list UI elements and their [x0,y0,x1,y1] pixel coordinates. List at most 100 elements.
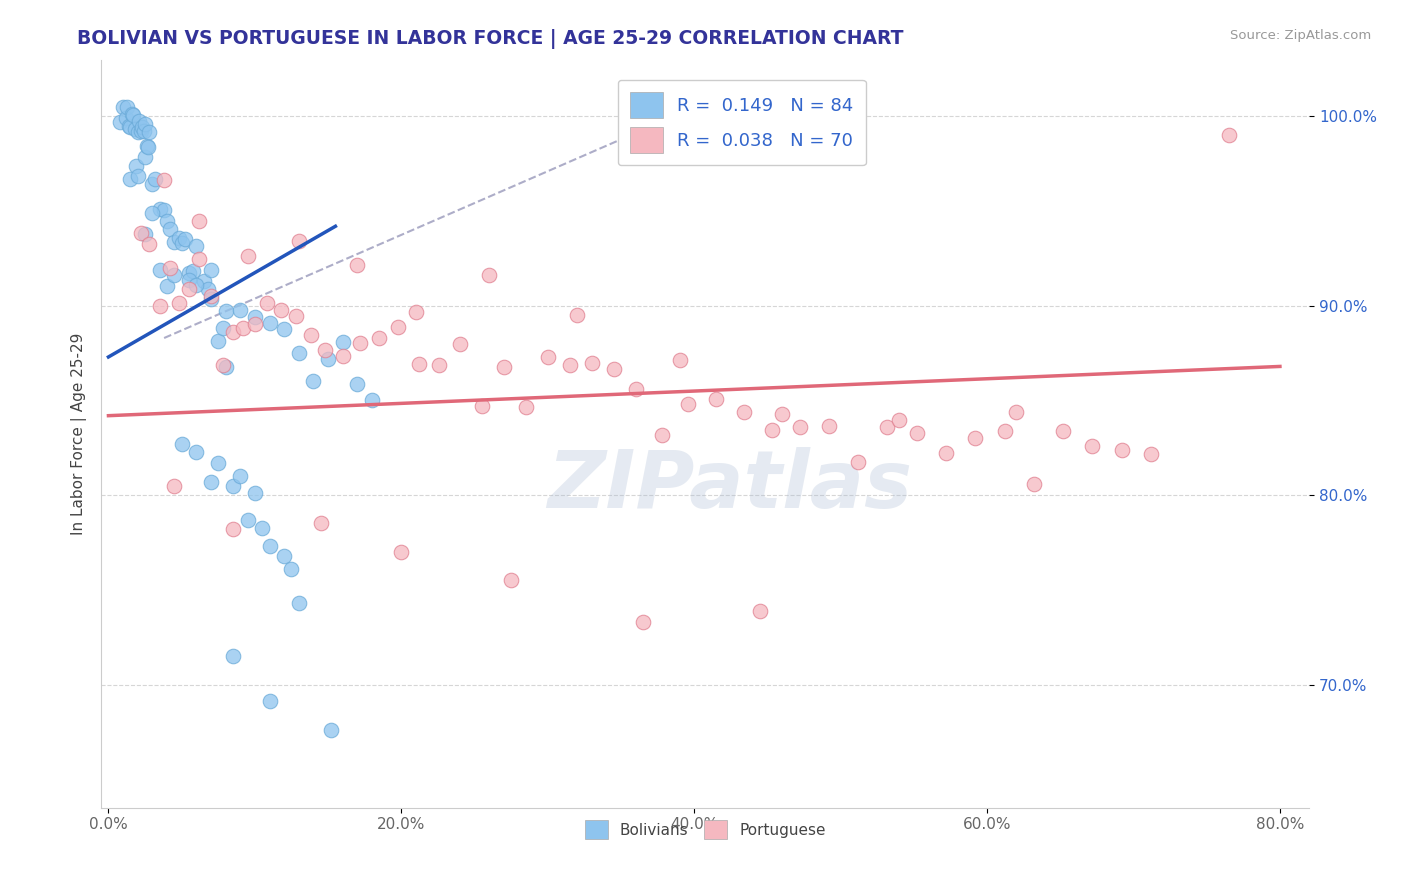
Point [1218,128,1240,142]
Point [1005,405,1028,419]
Point [319,723,342,737]
Point [177,282,200,296]
Point [167,296,190,310]
Point [1022,477,1045,491]
Point [346,258,368,272]
Point [222,479,245,493]
Point [159,222,181,236]
Point [143,171,166,186]
Point [122,108,145,122]
Point [332,349,354,363]
Point [131,120,153,134]
Point [167,231,190,245]
Point [200,263,222,277]
Point [124,122,146,136]
Point [273,549,295,563]
Point [186,444,208,458]
Point [302,374,325,388]
Point [214,304,236,318]
Point [183,264,205,278]
Point [177,266,200,280]
Point [186,239,208,253]
Point [284,309,307,323]
Point [141,206,163,220]
Point [188,252,211,266]
Point [314,343,336,358]
Point [259,539,281,553]
Point [149,299,172,313]
Point [132,124,155,138]
Point [309,516,332,531]
Point [368,331,391,345]
Point [243,317,266,331]
Point [280,562,302,576]
Point [129,226,152,240]
Point [236,513,259,527]
Point [316,351,339,366]
Point [349,336,371,351]
Point [200,288,222,302]
Point [288,596,311,610]
Point [243,310,266,324]
Point [207,456,229,470]
Point [115,111,138,125]
Point [846,455,869,469]
Point [156,213,179,227]
Point [118,120,141,134]
Point [250,521,273,535]
Point [134,117,156,131]
Point [135,139,157,153]
Point [492,359,515,374]
Point [159,260,181,275]
Point [449,337,471,351]
Text: ZIPatlas: ZIPatlas [547,447,912,525]
Point [581,356,603,370]
Point [299,327,322,342]
Point [127,125,149,139]
Point [429,359,451,373]
Point [141,178,163,192]
Point [214,359,236,374]
Point [651,428,673,442]
Point [134,150,156,164]
Point [678,397,700,411]
Point [405,305,427,319]
Point [129,124,152,138]
Point [704,392,727,406]
Point [243,486,266,500]
Point [200,292,222,306]
Point [163,479,186,493]
Point [1081,439,1104,453]
Point [163,235,186,250]
Point [733,405,755,419]
Point [229,303,252,318]
Point [273,322,295,336]
Point [624,382,647,396]
Point [537,350,560,364]
Point [889,412,911,426]
Point [138,236,160,251]
Point [149,262,172,277]
Legend: Bolivians, Portuguese: Bolivians, Portuguese [579,814,831,845]
Point [173,232,195,246]
Point [259,694,281,708]
Point [478,268,501,283]
Point [127,169,149,183]
Point [876,419,898,434]
Point [222,648,245,663]
Point [188,213,211,227]
Point [288,234,311,248]
Point [631,615,654,629]
Point [1052,425,1074,439]
Point [156,279,179,293]
Point [387,320,409,334]
Point [200,475,222,490]
Point [1140,447,1163,461]
Point [177,273,200,287]
Point [965,431,987,445]
Point [149,202,172,216]
Point [789,420,811,434]
Point [346,377,368,392]
Point [222,326,245,340]
Point [256,296,278,310]
